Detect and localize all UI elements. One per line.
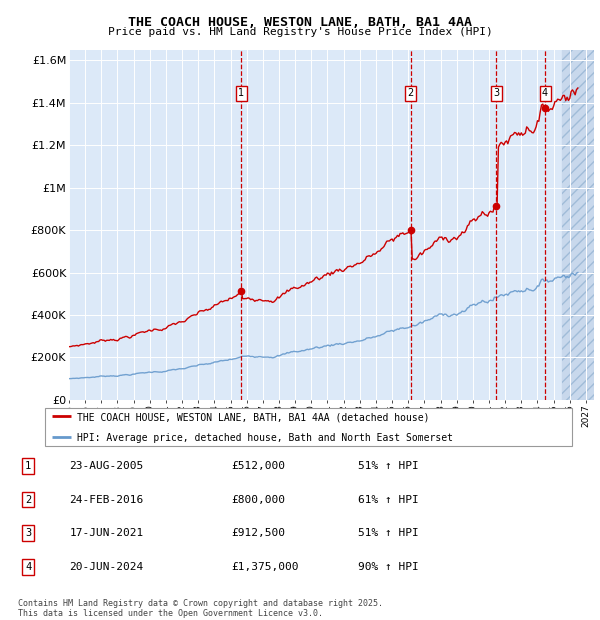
Text: 1: 1 xyxy=(238,89,244,99)
Text: 4: 4 xyxy=(25,562,31,572)
Text: 51% ↑ HPI: 51% ↑ HPI xyxy=(358,528,418,538)
Text: THE COACH HOUSE, WESTON LANE, BATH, BA1 4AA: THE COACH HOUSE, WESTON LANE, BATH, BA1 … xyxy=(128,16,472,29)
Text: 24-FEB-2016: 24-FEB-2016 xyxy=(70,495,144,505)
Text: 90% ↑ HPI: 90% ↑ HPI xyxy=(358,562,418,572)
Text: 3: 3 xyxy=(493,89,499,99)
Text: 51% ↑ HPI: 51% ↑ HPI xyxy=(358,461,418,471)
Text: 4: 4 xyxy=(542,89,548,99)
Text: 61% ↑ HPI: 61% ↑ HPI xyxy=(358,495,418,505)
Text: 17-JUN-2021: 17-JUN-2021 xyxy=(70,528,144,538)
Text: £1,375,000: £1,375,000 xyxy=(231,562,298,572)
Bar xyxy=(562,50,594,400)
FancyBboxPatch shape xyxy=(44,407,572,446)
Text: 23-AUG-2005: 23-AUG-2005 xyxy=(70,461,144,471)
Text: HPI: Average price, detached house, Bath and North East Somerset: HPI: Average price, detached house, Bath… xyxy=(77,433,453,443)
Text: THE COACH HOUSE, WESTON LANE, BATH, BA1 4AA (detached house): THE COACH HOUSE, WESTON LANE, BATH, BA1 … xyxy=(77,412,429,422)
Text: 2: 2 xyxy=(407,89,414,99)
Text: £800,000: £800,000 xyxy=(231,495,285,505)
Text: Price paid vs. HM Land Registry's House Price Index (HPI): Price paid vs. HM Land Registry's House … xyxy=(107,27,493,37)
Text: £512,000: £512,000 xyxy=(231,461,285,471)
Text: 1: 1 xyxy=(25,461,31,471)
Text: 3: 3 xyxy=(25,528,31,538)
Text: 2: 2 xyxy=(25,495,31,505)
Text: Contains HM Land Registry data © Crown copyright and database right 2025.
This d: Contains HM Land Registry data © Crown c… xyxy=(18,599,383,618)
Bar xyxy=(562,50,594,400)
Text: £912,500: £912,500 xyxy=(231,528,285,538)
Text: 20-JUN-2024: 20-JUN-2024 xyxy=(70,562,144,572)
